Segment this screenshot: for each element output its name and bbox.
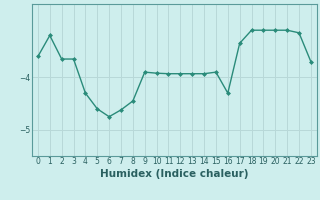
X-axis label: Humidex (Indice chaleur): Humidex (Indice chaleur) [100, 169, 249, 179]
